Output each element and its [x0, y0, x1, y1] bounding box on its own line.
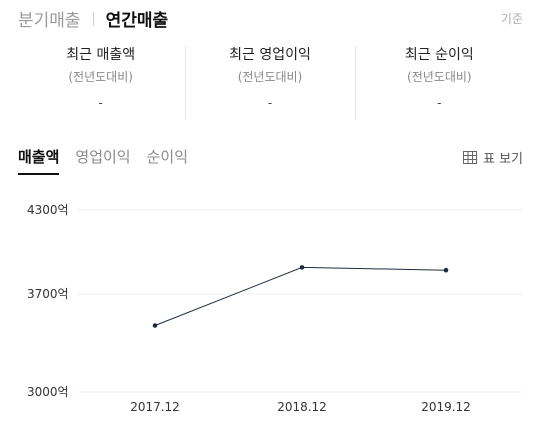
sales-line-chart: 3000억 3700억 4300억 2017.12 2018.12 2019.12 [27, 203, 522, 414]
table-view-button[interactable]: 표 보기 [462, 148, 523, 167]
series-line [154, 266, 447, 326]
metric-title: 최근 순이익 [404, 47, 474, 63]
metric-title: 최근 매출액 [66, 47, 136, 63]
metric-title: 최근 영업이익 [229, 47, 311, 63]
metric-value: - [267, 96, 273, 110]
tab-sales[interactable]: 매출액 [18, 146, 60, 175]
tab-operating-profit[interactable]: 영업이익 [75, 148, 131, 166]
metric-tabs: 매출액 영업이익 순이익 [18, 146, 204, 175]
table-view-label: 표 보기 [482, 152, 523, 167]
metric-value: - [437, 96, 442, 110]
data-point [443, 267, 449, 273]
metric-recent-net-income: 최근 순이익 (전년도대비) - [354, 42, 524, 120]
summary-metrics: 최근 매출액 (전년도대비) - 최근 영업이익 (전년도대비) - 최근 순이… [16, 42, 524, 120]
metric-value: - [98, 96, 103, 110]
y-tick-label: 3000억 [27, 385, 69, 399]
metric-recent-operating-profit: 최근 영업이익 (전년도대비) - [185, 42, 354, 120]
metric-subtitle: (전년도대비) [237, 70, 303, 84]
metric-recent-sales: 최근 매출액 (전년도대비) - [16, 42, 185, 120]
x-tick-label: 2018.12 [277, 400, 327, 414]
x-tick-label: 2019.12 [421, 400, 471, 414]
x-tick-label: 2017.12 [130, 400, 180, 414]
basis-link[interactable]: 기준 [500, 12, 523, 26]
tab-annual-sales[interactable]: 연간매출 [105, 11, 169, 31]
y-tick-label: 4300억 [27, 203, 69, 217]
tab-divider [92, 11, 94, 26]
metric-subtitle: (전년도대비) [68, 70, 133, 84]
y-tick-label: 3700억 [27, 287, 69, 301]
metric-subtitle: (전년도대비) [407, 70, 472, 84]
data-point [299, 265, 305, 270]
period-tabs: 분기매출 연간매출 [18, 6, 168, 31]
data-point [152, 323, 158, 328]
tab-quarterly-sales[interactable]: 분기매출 [18, 11, 81, 31]
table-icon [462, 151, 477, 164]
tab-net-income[interactable]: 순이익 [146, 148, 189, 166]
